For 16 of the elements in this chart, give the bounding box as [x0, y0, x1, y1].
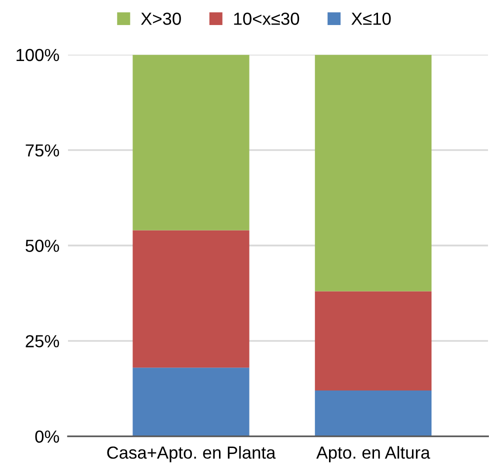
- y-tick-label: 0%: [35, 430, 60, 443]
- bar: [132, 230, 250, 368]
- y-tick-label: 50%: [26, 240, 60, 252]
- bar: [314, 390, 432, 436]
- y-tick-label: 100%: [16, 48, 60, 62]
- x-tick-label: Apto. en Altura: [316, 446, 430, 462]
- legend-label: 10<x≤30: [234, 12, 300, 25]
- legend-label: X≤10: [351, 12, 391, 25]
- y-tick-label: 25%: [26, 335, 60, 348]
- bar: [314, 54, 432, 292]
- bar: [132, 368, 250, 436]
- bar: [314, 291, 432, 391]
- y-tick-label: 75%: [26, 144, 60, 157]
- x-tick-label: Casa+Apto. en Planta: [107, 446, 276, 462]
- bar: [132, 54, 250, 230]
- legend-label: X>30: [140, 12, 181, 25]
